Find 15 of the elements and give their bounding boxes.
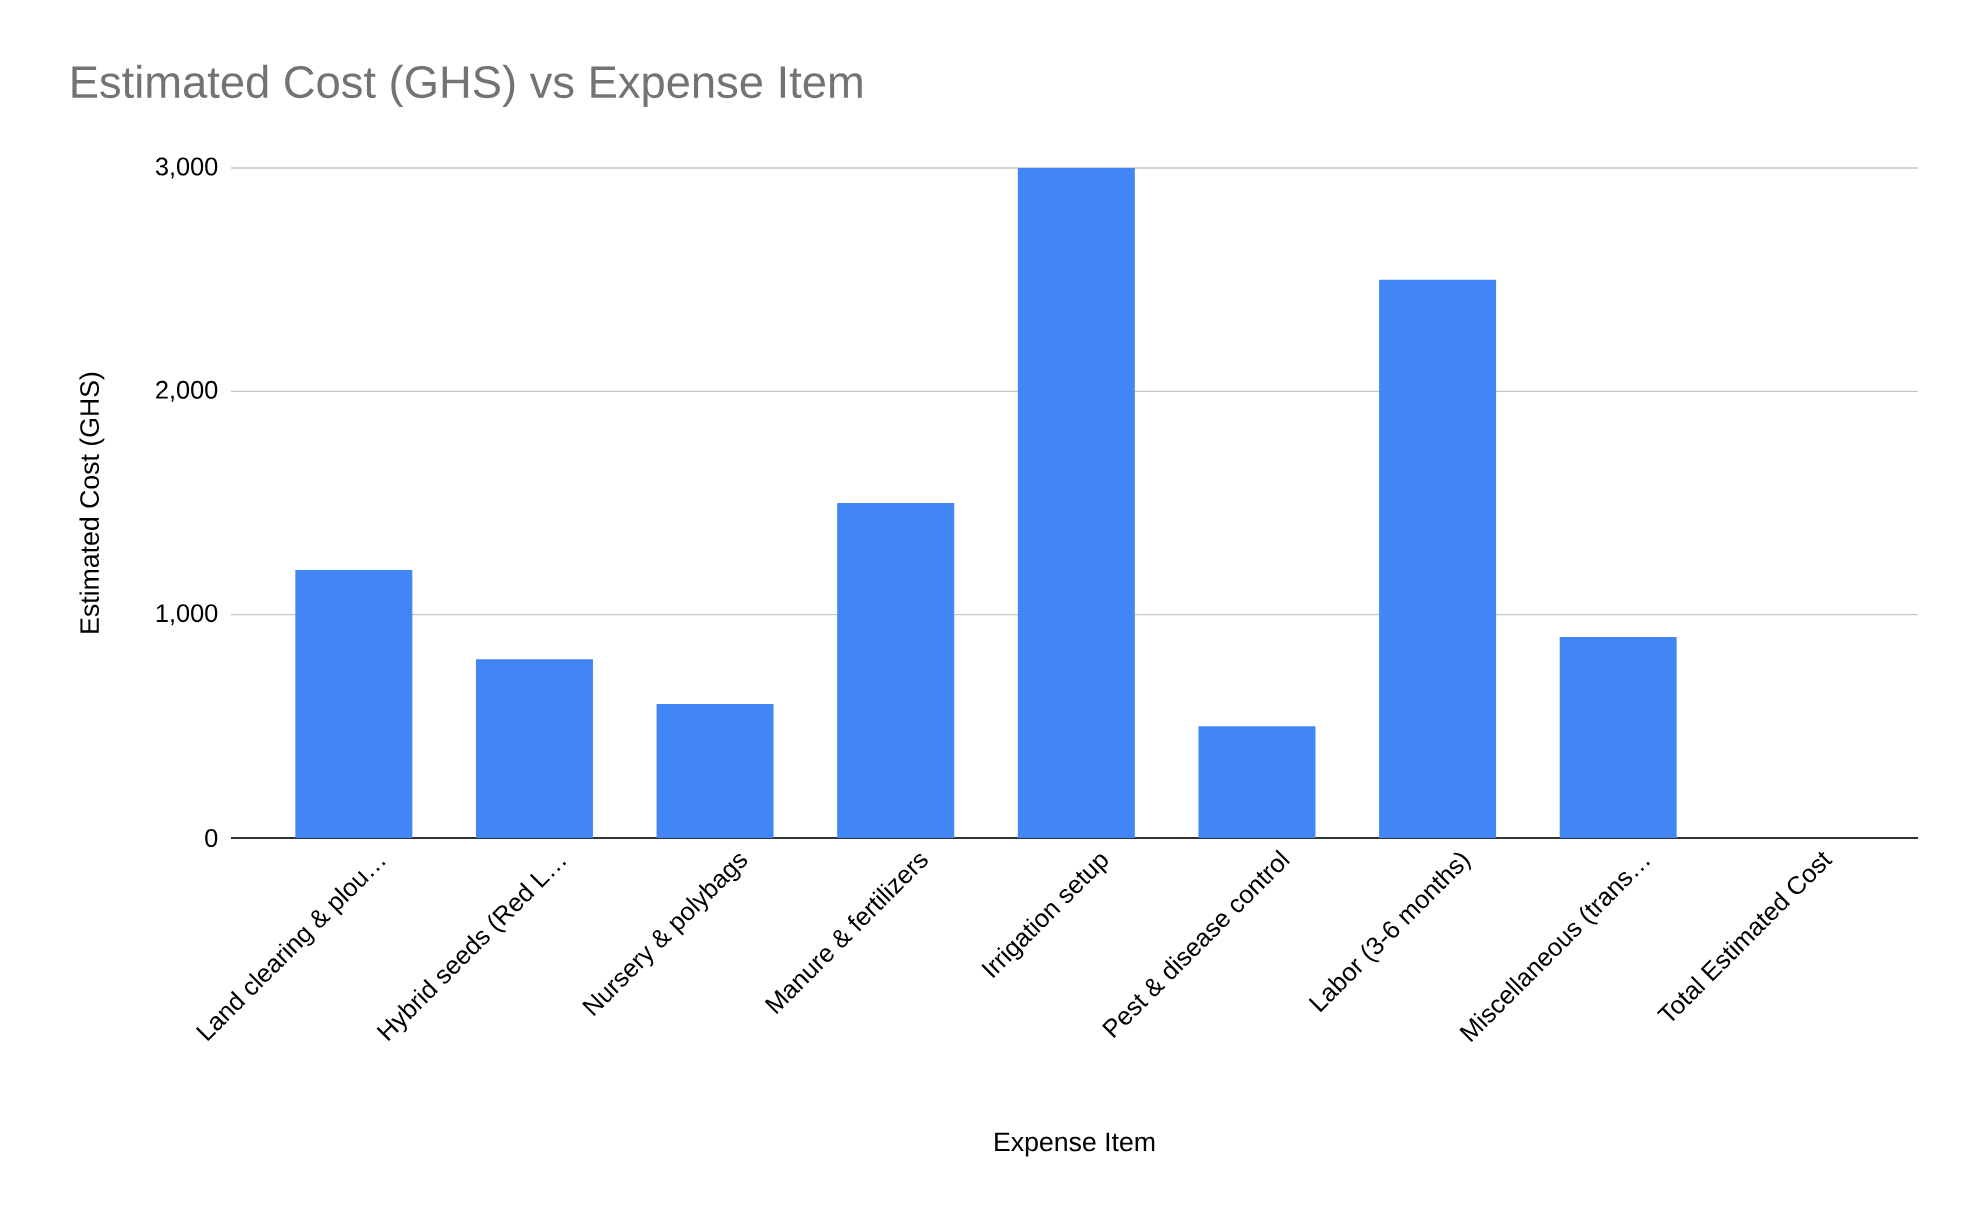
y-tick-label: 3,000 [155, 157, 218, 179]
y-axis-title: Estimated Cost (GHS) [79, 372, 105, 633]
bar [1198, 726, 1316, 838]
bar [837, 503, 955, 838]
bar [475, 659, 593, 838]
bar [1379, 279, 1497, 838]
bar [295, 570, 413, 838]
y-tick-label: 0 [205, 829, 218, 847]
y-tick-label: 2,000 [156, 380, 218, 402]
bar [1559, 637, 1677, 838]
bar [656, 704, 774, 838]
bar [1017, 168, 1135, 838]
y-tick-label: 1,000 [156, 604, 218, 626]
chart-title: Estimated Cost (GHS) vs Expense Item [72, 64, 862, 108]
x-axis-title: Expense Item [995, 1132, 1155, 1157]
